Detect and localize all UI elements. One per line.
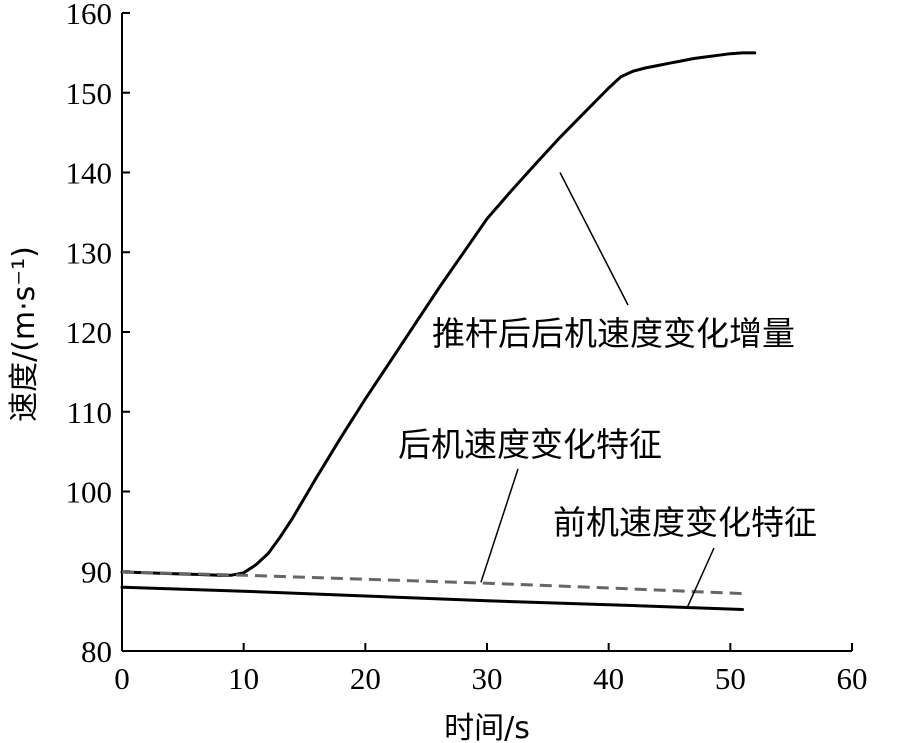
y-tick-label: 130 [66, 235, 113, 270]
series-line-0 [120, 51, 757, 577]
y-tick-label: 120 [66, 315, 113, 350]
annotation-label-0: 推杆后后机速度变化增量 [432, 314, 795, 353]
annotation-label-1: 后机速度变化特征 [398, 425, 662, 464]
x-tick-label: 60 [837, 661, 868, 696]
y-tick-label: 100 [66, 475, 113, 510]
series-group [120, 51, 757, 611]
x-tick-label: 20 [350, 661, 381, 696]
series-line-2 [120, 585, 744, 611]
y-axis-title: 速度/(m·s⁻¹) [7, 246, 42, 422]
annotation-leader-1 [480, 468, 519, 583]
x-tick-label: 30 [472, 661, 503, 696]
x-tick-label: 50 [715, 661, 746, 696]
y-tick-label: 150 [66, 76, 113, 111]
x-axis-title: 时间/s [444, 711, 530, 743]
x-tick-label: 10 [228, 661, 259, 696]
x-tick-label: 0 [114, 661, 130, 696]
y-tick-label: 90 [81, 554, 112, 589]
y-tick-label: 160 [66, 0, 113, 31]
annotation-label-2: 前机速度变化特征 [553, 503, 817, 542]
annotation-leader-2 [687, 547, 715, 607]
ticks: 0 10 20 30 40 50 60 80 90 100 110 120 130 140 150 160 [66, 0, 868, 696]
series-line-1 [121, 570, 743, 596]
y-tick-label: 110 [67, 395, 112, 430]
y-tick-label: 80 [81, 634, 112, 669]
x-tick-label: 40 [593, 661, 624, 696]
y-tick-label: 140 [66, 156, 113, 191]
annotation-leader-0 [559, 172, 629, 306]
